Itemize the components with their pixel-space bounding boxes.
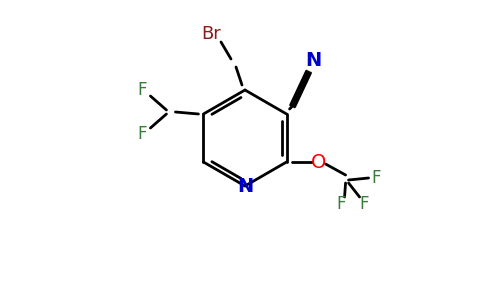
Text: F: F	[137, 125, 147, 143]
Text: F: F	[137, 81, 147, 99]
Text: N: N	[305, 50, 322, 70]
Text: F: F	[372, 169, 381, 187]
Text: F: F	[337, 195, 347, 213]
Text: F: F	[360, 195, 369, 213]
Text: N: N	[237, 178, 253, 196]
Text: Br: Br	[201, 25, 221, 43]
Text: O: O	[311, 152, 326, 172]
